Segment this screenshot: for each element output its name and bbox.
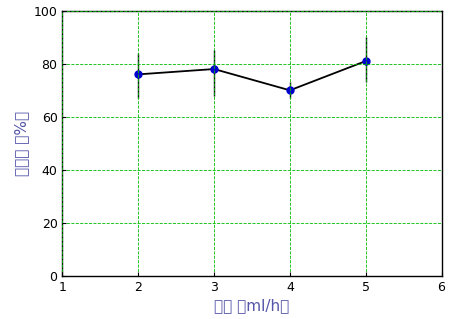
- Y-axis label: 회수율 （%）: 회수율 （%）: [14, 111, 30, 176]
- X-axis label: 유량 （ml/h）: 유량 （ml/h）: [214, 299, 290, 314]
